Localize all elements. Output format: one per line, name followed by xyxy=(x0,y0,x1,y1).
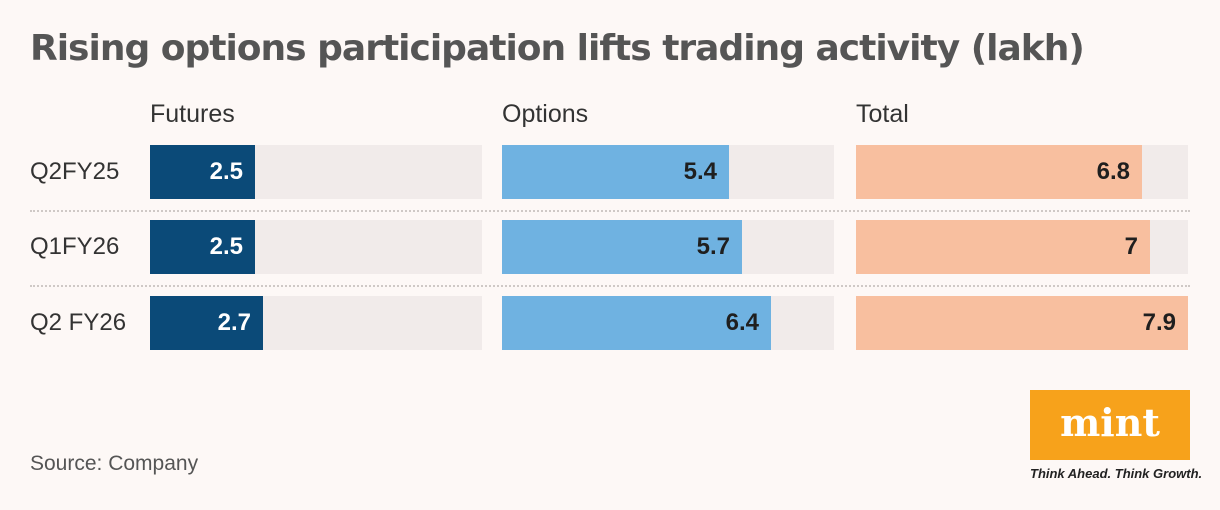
category-label-q2fy25: Q2FY25 xyxy=(30,158,120,185)
value-label-total-q1fy26: 7 xyxy=(1124,233,1138,260)
bar-options-q1fy26 xyxy=(502,220,742,274)
value-label-futures-q2-fy26: 2.7 xyxy=(217,309,251,336)
logo-tagline: Think Ahead. Think Growth. xyxy=(1030,466,1203,481)
bar-futures-q1fy26 xyxy=(150,220,255,274)
value-label-futures-q1fy26: 2.5 xyxy=(209,233,243,260)
bar-total-q1fy26 xyxy=(856,220,1150,274)
bar-options-q2-fy26 xyxy=(502,296,771,350)
series-header-futures: Futures xyxy=(150,100,235,128)
bar-track-total-q2fy25: 6.8 xyxy=(856,145,1188,199)
value-label-options-q2-fy26: 6.4 xyxy=(725,309,759,336)
value-label-options-q1fy26: 5.7 xyxy=(696,233,730,260)
value-label-options-q2fy25: 5.4 xyxy=(683,158,717,185)
bar-track-futures-q2fy25: 2.5 xyxy=(150,145,482,199)
row-divider xyxy=(30,285,1190,287)
bar-options-q2fy25 xyxy=(502,145,729,199)
chart-title: Rising options participation lifts tradi… xyxy=(30,28,1085,69)
series-header-options: Options xyxy=(502,100,589,128)
source-note: Source: Company xyxy=(30,452,199,475)
value-label-total-q2fy25: 6.8 xyxy=(1096,158,1130,185)
category-label-q1fy26: Q1FY26 xyxy=(30,233,120,260)
logo-wordmark: mint xyxy=(1060,400,1160,445)
bar-track-options-q1fy26: 5.7 xyxy=(502,220,834,274)
bar-total-q2fy25 xyxy=(856,145,1142,199)
bar-track-total-q2-fy26: 7.9 xyxy=(856,296,1188,350)
bar-track-options-q2-fy26: 6.4 xyxy=(502,296,834,350)
category-label-q2-fy26: Q2 FY26 xyxy=(30,309,127,336)
bar-track-futures-q1fy26: 2.5 xyxy=(150,220,482,274)
bar-futures-q2-fy26 xyxy=(150,296,263,350)
mint-logo: mint xyxy=(1030,390,1190,460)
value-label-total-q2-fy26: 7.9 xyxy=(1142,309,1176,336)
bar-track-futures-q2-fy26: 2.7 xyxy=(150,296,482,350)
row-divider xyxy=(30,210,1190,212)
bar-track-options-q2fy25: 5.4 xyxy=(502,145,834,199)
bar-total-q2-fy26 xyxy=(856,296,1188,350)
bar-track-total-q1fy26: 7 xyxy=(856,220,1188,274)
series-header-total: Total xyxy=(856,100,909,128)
value-label-futures-q2fy25: 2.5 xyxy=(209,158,243,185)
bar-futures-q2fy25 xyxy=(150,145,255,199)
